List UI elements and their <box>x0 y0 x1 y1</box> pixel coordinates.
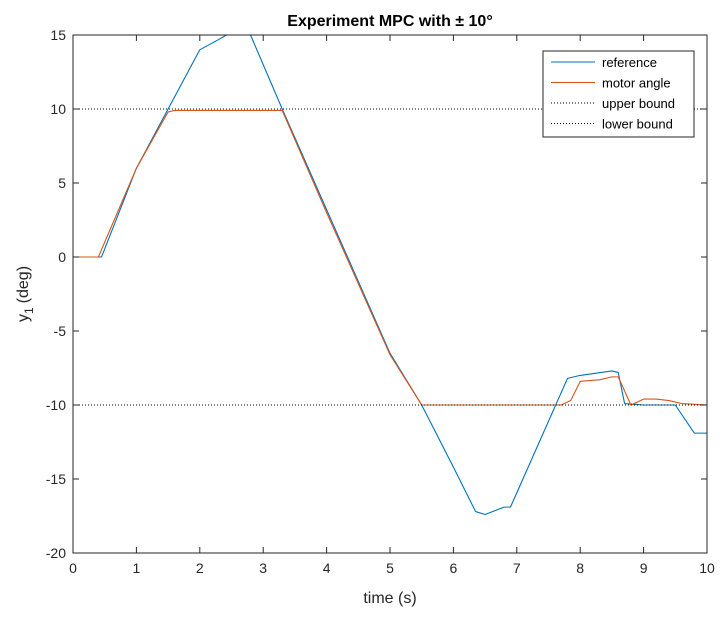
series-line-motor-angle <box>73 109 707 406</box>
x-tick-label: 1 <box>133 560 141 576</box>
y-tick-label: -5 <box>54 323 67 339</box>
axis-ticks: 0 1 2 3 4 5 6 7 8 9 10 -20 -15 -10 -5 0 5 10 15 <box>46 27 715 576</box>
y-axis-label-subscript: 1 <box>22 307 36 314</box>
legend-label-reference: reference <box>602 55 657 70</box>
x-tick-label: 8 <box>576 560 584 576</box>
y-axis-label: y1 (deg) <box>15 266 36 322</box>
legend-label-lower-bound: lower bound <box>602 117 673 132</box>
y-tick-label: 10 <box>50 101 66 117</box>
legend-label-motor-angle: motor angle <box>602 76 671 91</box>
y-tick-label: 15 <box>50 27 66 43</box>
y-tick-label: -10 <box>46 397 66 413</box>
x-tick-label: 4 <box>323 560 331 576</box>
x-axis-label: time (s) <box>363 590 416 607</box>
legend-box <box>542 50 695 138</box>
chart-title: Experiment MPC with ± 10° <box>287 13 492 30</box>
x-tick-label: 9 <box>640 560 648 576</box>
y-tick-label: 5 <box>58 175 66 191</box>
y-tick-label: -20 <box>46 545 66 561</box>
x-tick-label: 10 <box>699 560 715 576</box>
x-tick-label: 5 <box>386 560 394 576</box>
x-tick-label: 2 <box>196 560 204 576</box>
y-axis-label-main: y <box>15 314 32 322</box>
y-axis-label-unit: (deg) <box>15 266 32 303</box>
x-tick-label: 7 <box>513 560 521 576</box>
y-tick-label: -15 <box>46 471 66 487</box>
x-tick-label: 6 <box>450 560 458 576</box>
legend: reference motor angle upper bound lower bou… <box>542 50 695 138</box>
x-tick-label: 0 <box>69 560 77 576</box>
x-tick-label: 3 <box>259 560 267 576</box>
legend-label-upper-bound: upper bound <box>602 96 675 111</box>
y-tick-label: 0 <box>58 249 66 265</box>
